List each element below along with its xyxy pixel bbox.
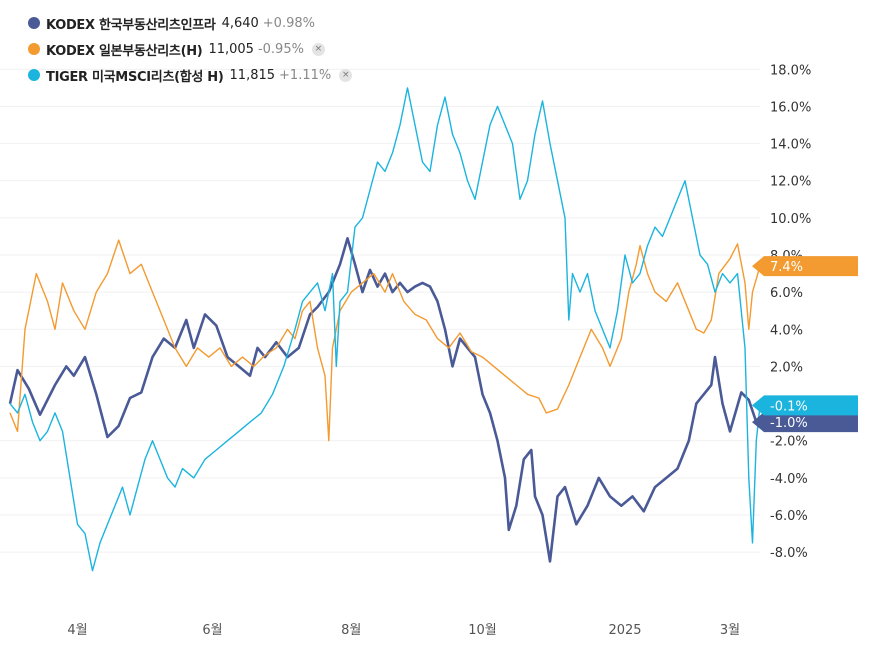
last-value-label: -1.0% [770, 416, 808, 431]
series-line-2 [9, 87, 761, 572]
legend-item-kodex-korea[interactable]: KODEX 한국부동산리츠인프라 4,640 +0.98% [28, 10, 352, 36]
legend-change: -0.95% [257, 41, 304, 57]
x-axis-labels: 4월 6월 8월 10월 2025 3월 [67, 623, 740, 638]
y-tick-label: 12.0% [770, 175, 811, 190]
x-tick-label: 6월 [202, 623, 222, 638]
legend-price: 11,815 [229, 67, 276, 83]
y-tick-label: -2.0% [770, 435, 808, 450]
last-value-tag [752, 412, 858, 433]
legend: KODEX 한국부동산리츠인프라 4,640 +0.98% KODEX 일본부동… [28, 10, 353, 88]
y-axis-labels: 18.0%16.0%14.0%12.0%10.0%8.0%6.0%4.0%2.0… [770, 63, 811, 561]
x-tick-label: 3월 [720, 623, 740, 638]
x-tick-label: 4월 [67, 623, 87, 638]
legend-price: 11,005 [208, 41, 254, 57]
last-value-tags: -1.0% 7.4% -0.1% [752, 256, 858, 433]
remove-series-close-icon[interactable]: × [339, 68, 353, 82]
y-tick-label: 18.0% [770, 63, 811, 78]
series-lines [8, 87, 761, 572]
legend-name: KODEX 한국부동산리츠인프라 [46, 17, 216, 33]
gridlines [0, 68, 760, 553]
y-tick-label: 4.0% [770, 323, 803, 338]
y-tick-label: -6.0% [770, 509, 808, 524]
y-tick-label: 6.0% [770, 286, 803, 301]
legend-change: +0.98% [262, 15, 315, 31]
remove-series-close-icon[interactable]: × [311, 42, 325, 56]
series-line-1 [9, 239, 761, 442]
legend-item-tiger-us[interactable]: TIGER 미국MSCI리츠(합성 H) 11,815 +1.11% × [28, 62, 353, 88]
legend-dot-icon [28, 43, 40, 55]
y-tick-label: 2.0% [770, 360, 803, 375]
legend-dot-icon [28, 69, 40, 81]
y-tick-label: 14.0% [770, 138, 811, 153]
last-value-label: -0.1% [770, 399, 808, 414]
last-value-label: 7.4% [770, 260, 803, 275]
legend-price: 4,640 [221, 15, 259, 31]
legend-name: TIGER 미국MSCI리츠(합성 H) [46, 69, 224, 85]
last-value-tag [752, 395, 858, 416]
y-tick-label: -4.0% [770, 472, 808, 487]
legend-dot-icon [28, 17, 40, 29]
y-tick-label: 10.0% [770, 212, 811, 227]
series-line-0 [8, 237, 760, 563]
x-tick-label: 8월 [341, 623, 361, 638]
legend-name: KODEX 일본부동산리츠(H) [46, 43, 203, 59]
y-tick-label: -8.0% [770, 546, 808, 561]
y-tick-label: 16.0% [770, 100, 811, 115]
legend-item-kodex-japan[interactable]: KODEX 일본부동산리츠(H) 11,005 -0.95% × [28, 36, 352, 62]
legend-change: +1.11% [279, 67, 332, 83]
last-value-tag [752, 256, 858, 277]
x-tick-label: 2025 [608, 623, 641, 638]
x-tick-label: 10월 [468, 623, 497, 638]
